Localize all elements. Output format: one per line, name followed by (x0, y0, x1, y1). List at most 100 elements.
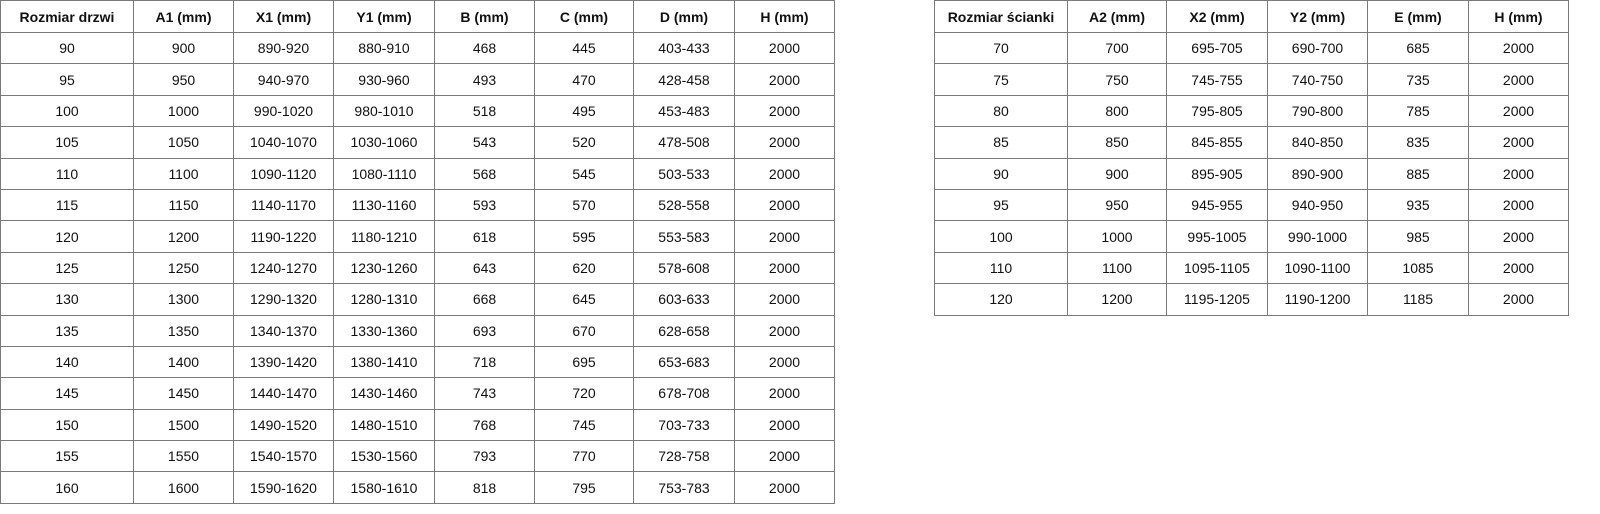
table-cell: 620 (534, 251, 634, 285)
table-cell: 105 (0, 126, 134, 159)
column-header: E (mm) (1367, 0, 1469, 33)
table-cell: 468 (434, 31, 535, 65)
table-cell: 1340-1370 (233, 314, 334, 347)
table-cell: 2000 (734, 440, 835, 473)
table-cell: 885 (1367, 157, 1469, 190)
table-cell: 785 (1367, 94, 1469, 128)
table-row: 80 800 795-805 790-800 785 2000 (934, 94, 1569, 128)
door-size-table: Rozmiar drzwi A1 (mm) X1 (mm) Y1 (mm) B (mm)… (0, 0, 835, 504)
table-cell: 768 (434, 408, 535, 442)
table-cell: 110 (934, 251, 1068, 285)
table-cell: 895-905 (1166, 157, 1268, 190)
table-cell: 1390-1420 (233, 345, 334, 379)
table-cell: 1590-1620 (233, 471, 334, 504)
table-cell: 693 (434, 314, 535, 347)
table-cell: 1500 (133, 408, 234, 442)
table-cell: 553-583 (633, 220, 735, 253)
table-header-row: Rozmiar drzwi A1 (mm) X1 (mm) Y1 (mm) B (mm)… (0, 0, 835, 33)
table-cell: 578-608 (633, 251, 735, 285)
table-cell: 1090-1120 (233, 157, 334, 190)
table-cell: 155 (0, 440, 134, 473)
table-cell: 428-458 (633, 63, 735, 96)
table-cell: 85 (934, 126, 1068, 159)
table-cell: 568 (434, 157, 535, 190)
table-cell: 735 (1367, 63, 1469, 96)
table-cell: 2000 (734, 31, 835, 65)
table-cell: 1140-1170 (233, 188, 334, 222)
table-cell: 880-910 (333, 31, 435, 65)
table-cell: 543 (434, 126, 535, 159)
table-cell: 740-750 (1267, 63, 1368, 96)
table-cell: 135 (0, 314, 134, 347)
table-row: 110 1100 1090-1120 1080-1110 568 545 503-533 20… (0, 157, 835, 190)
table-row: 100 1000 990-1020 980-1010 518 495 453-483 2000 (0, 94, 835, 128)
table-cell: 695-705 (1166, 31, 1268, 65)
table-cell: 745-755 (1166, 63, 1268, 96)
table-cell: 595 (534, 220, 634, 253)
column-header: B (mm) (434, 0, 535, 33)
table-cell: 1240-1270 (233, 251, 334, 285)
table-cell: 2000 (1468, 251, 1569, 285)
table-cell: 2000 (734, 345, 835, 379)
table-cell: 645 (534, 283, 634, 316)
table-cell: 2000 (734, 471, 835, 504)
table-cell: 940-970 (233, 63, 334, 96)
table-cell: 2000 (1468, 188, 1569, 222)
table-cell: 445 (534, 31, 634, 65)
table-cell: 720 (534, 377, 634, 410)
table-cell: 1290-1320 (233, 283, 334, 316)
table-row: 130 1300 1290-1320 1280-1310 668 645 603-633 20… (0, 283, 835, 316)
table-cell: 403-433 (633, 31, 735, 65)
column-header: D (mm) (633, 0, 735, 33)
table-cell: 120 (0, 220, 134, 253)
table-cell: 995-1005 (1166, 220, 1268, 253)
table-cell: 90 (0, 31, 134, 65)
table-cell: 840-850 (1267, 126, 1368, 159)
table-cell: 745 (534, 408, 634, 442)
table-cell: 453-483 (633, 94, 735, 128)
column-header: X1 (mm) (233, 0, 334, 33)
table-cell: 703-733 (633, 408, 735, 442)
table-header-row: Rozmiar ścianki A2 (mm) X2 (mm) Y2 (mm) E (m… (934, 0, 1569, 33)
table-cell: 2000 (734, 63, 835, 96)
table-row: 95 950 945-955 940-950 935 2000 (934, 188, 1569, 222)
table-cell: 160 (0, 471, 134, 504)
table-cell: 140 (0, 345, 134, 379)
column-header: H (mm) (734, 0, 835, 33)
table-row: 155 1550 1540-1570 1530-1560 793 770 728-758 20… (0, 440, 835, 473)
table-cell: 470 (534, 63, 634, 96)
column-header: Y2 (mm) (1267, 0, 1368, 33)
table-cell: 743 (434, 377, 535, 410)
table-cell: 900 (1067, 157, 1167, 190)
table-cell: 1190-1200 (1267, 283, 1368, 316)
table-cell: 528-558 (633, 188, 735, 222)
table-row: 145 1450 1440-1470 1430-1460 743 720 678-708 20… (0, 377, 835, 410)
table-cell: 2000 (734, 283, 835, 316)
table-row: 85 850 845-855 840-850 835 2000 (934, 126, 1569, 159)
table-row: 125 1250 1240-1270 1230-1260 643 620 578-608 20… (0, 251, 835, 285)
table-cell: 2000 (734, 126, 835, 159)
table-cell: 1050 (133, 126, 234, 159)
table-cell: 75 (934, 63, 1068, 96)
table-cell: 695 (534, 345, 634, 379)
table-row: 120 1200 1195-1205 1190-1200 1185 2000 (934, 283, 1569, 316)
table-cell: 503-533 (633, 157, 735, 190)
table-cell: 2000 (1468, 126, 1569, 159)
table-cell: 100 (934, 220, 1068, 253)
table-cell: 790-800 (1267, 94, 1368, 128)
table-cell: 1040-1070 (233, 126, 334, 159)
table-cell: 150 (0, 408, 134, 442)
table-cell: 795-805 (1166, 94, 1268, 128)
table-row: 95 950 940-970 930-960 493 470 428-458 2000 (0, 63, 835, 96)
table-cell: 100 (0, 94, 134, 128)
table-cell: 670 (534, 314, 634, 347)
table-cell: 520 (534, 126, 634, 159)
column-header: Y1 (mm) (333, 0, 435, 33)
table-row: 110 1100 1095-1105 1090-1100 1085 2000 (934, 251, 1569, 285)
table-cell: 1330-1360 (333, 314, 435, 347)
table-cell: 603-633 (633, 283, 735, 316)
table-cell: 1180-1210 (333, 220, 435, 253)
table-row: 120 1200 1190-1220 1180-1210 618 595 553-583 20… (0, 220, 835, 253)
table-cell: 1190-1220 (233, 220, 334, 253)
table-cell: 495 (534, 94, 634, 128)
